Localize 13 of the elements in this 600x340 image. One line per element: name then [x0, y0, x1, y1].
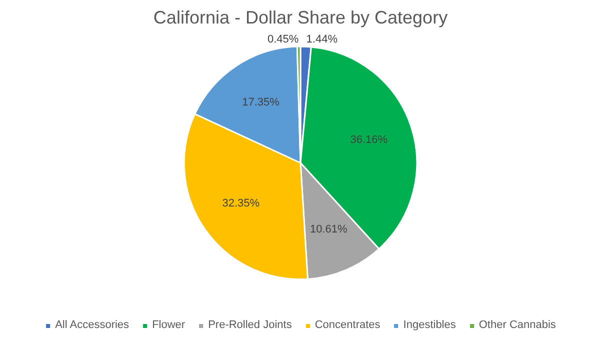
data-label: 10.61%	[310, 223, 348, 236]
legend-label: All Accessories	[55, 319, 130, 331]
data-label: 17.35%	[242, 96, 280, 109]
data-label: 1.44%	[306, 34, 338, 46]
chart-title: California - Dollar Share by Category	[153, 8, 448, 28]
legend-label: Concentrates	[314, 319, 380, 331]
data-label: 32.35%	[222, 198, 260, 210]
legend-label: Flower	[152, 319, 186, 331]
legend-label: Pre-Rolled Joints	[208, 319, 292, 331]
legend-label: Ingestibles	[403, 319, 456, 331]
data-label: 36.16%	[350, 134, 388, 146]
data-label: 0.45%	[268, 33, 299, 46]
legend-label: Other Cannabis	[478, 319, 556, 331]
